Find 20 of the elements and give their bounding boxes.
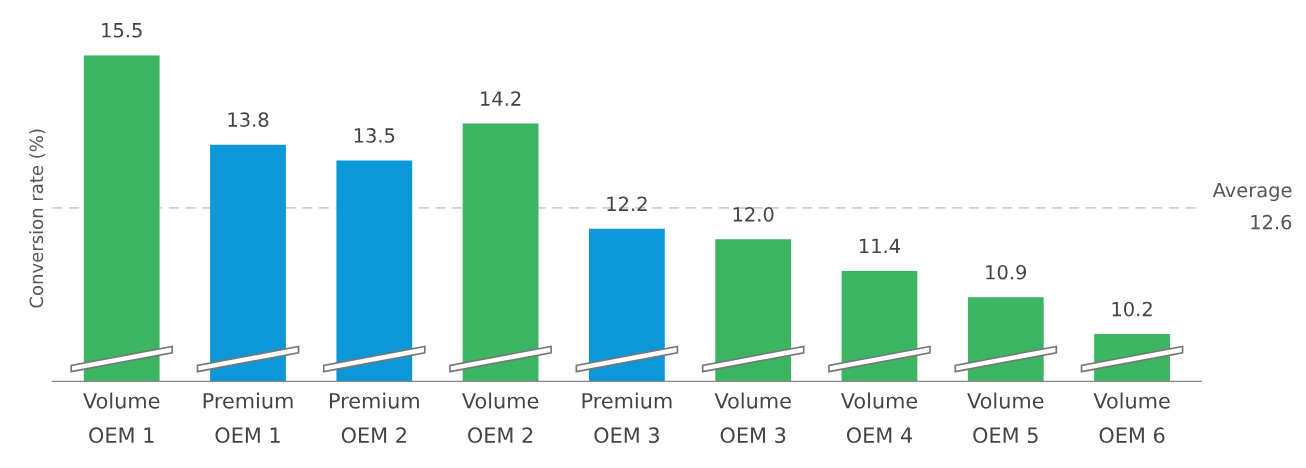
data-label: 14.2 <box>481 91 521 106</box>
ref-line-label: Average 12.6 <box>1212 182 1292 230</box>
data-label: 12.2 <box>607 196 647 211</box>
y-axis-title: Conversion rate (%) <box>29 129 46 308</box>
x-tick-label: Volume OEM 1 <box>83 392 160 444</box>
data-label: 10.2 <box>1112 301 1152 317</box>
x-tick-label: Volume OEM 3 <box>714 392 791 444</box>
data-label: 15.5 <box>102 23 142 38</box>
data-label: 13.8 <box>228 112 269 128</box>
x-tick-label: Volume OEM 6 <box>1093 392 1170 444</box>
data-label: 11.4 <box>859 238 901 253</box>
x-tick-label: Volume OEM 4 <box>840 392 918 444</box>
data-label: 12.0 <box>733 207 774 222</box>
x-tick-label: Premium OEM 3 <box>582 392 672 444</box>
x-tick-label: Volume OEM 2 <box>462 392 539 444</box>
x-tick-label: Premium OEM 2 <box>329 392 419 444</box>
x-tick-label: Volume OEM 5 <box>967 392 1044 444</box>
data-label: 13.5 <box>354 128 395 143</box>
data-label: 10.9 <box>986 264 1027 280</box>
x-tick-label: Premium OEM 1 <box>203 392 293 444</box>
